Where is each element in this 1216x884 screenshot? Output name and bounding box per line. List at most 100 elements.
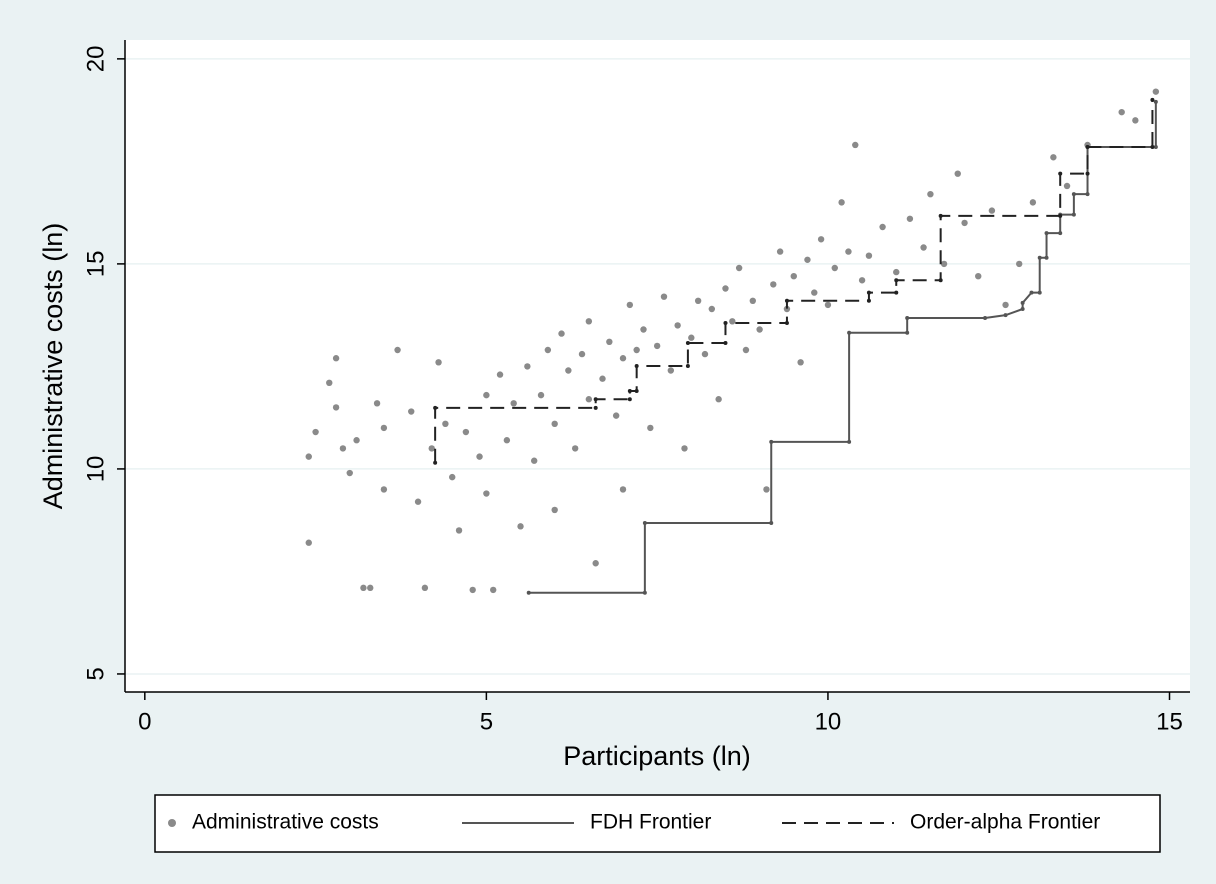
frontier-vertex [938, 213, 943, 218]
frontier-vertex [1058, 213, 1063, 218]
point [619, 486, 627, 493]
point [455, 527, 463, 534]
legend-symbol [168, 819, 176, 827]
point [1132, 117, 1139, 124]
point [763, 486, 770, 493]
point [449, 473, 456, 481]
point [380, 486, 388, 493]
point [469, 586, 476, 594]
point [558, 330, 565, 337]
point [496, 371, 504, 378]
point [592, 560, 599, 567]
point [524, 363, 531, 370]
point [578, 350, 586, 358]
point [647, 424, 654, 432]
frontier-vertex [1058, 231, 1063, 236]
frontier-vertex [634, 364, 639, 368]
point [776, 248, 784, 255]
frontier-vertex [894, 290, 899, 295]
point [975, 272, 982, 280]
point [708, 305, 716, 313]
point [428, 445, 435, 452]
y-axis-title: Administrative costs (ln) [38, 223, 68, 510]
frontier-vertex [593, 405, 598, 410]
x-axis-title: Participants (ln) [563, 741, 751, 771]
point [612, 412, 620, 419]
point [817, 236, 825, 243]
point [599, 375, 606, 382]
point [804, 256, 811, 263]
frontier-vertex [1020, 307, 1025, 312]
point [476, 453, 483, 460]
point [551, 420, 558, 428]
point [483, 391, 490, 399]
point [920, 244, 927, 251]
frontier-vertex [433, 460, 438, 465]
legend-label: Order-alpha Frontier [910, 811, 1100, 834]
point [1152, 88, 1160, 95]
point [961, 219, 968, 227]
frontier-vertex [1071, 212, 1076, 217]
point [339, 445, 347, 452]
point [701, 350, 709, 358]
point [954, 170, 961, 177]
point [667, 367, 675, 374]
point [688, 334, 695, 341]
point [619, 355, 627, 362]
point [674, 322, 681, 329]
point [988, 207, 996, 214]
x-tick-label: 0 [138, 708, 151, 735]
frontier-vertex [1037, 255, 1042, 260]
point [770, 281, 777, 288]
point [756, 326, 763, 333]
frontier-vertex [593, 397, 598, 402]
point [858, 277, 866, 284]
frontier-vertex [847, 439, 852, 444]
point [845, 248, 852, 255]
frontier-vertex [905, 330, 910, 335]
point [551, 506, 558, 514]
point [305, 539, 312, 546]
frontier-vertex [723, 341, 728, 346]
point [626, 301, 634, 309]
point [305, 453, 312, 460]
frontier-vertex [642, 590, 647, 595]
frontier-vertex [1020, 300, 1025, 305]
frontier-vertex [983, 316, 988, 321]
point [606, 338, 613, 346]
point [715, 396, 722, 403]
point [571, 445, 579, 452]
point [797, 359, 804, 366]
point [783, 305, 791, 313]
point [326, 379, 333, 387]
point [640, 326, 647, 333]
frontier-vertex [1150, 145, 1155, 150]
frontier-vertex [1153, 99, 1158, 104]
frontier-vertex [866, 290, 871, 295]
point [729, 318, 736, 325]
point [394, 346, 401, 354]
frontier-vertex [685, 364, 690, 368]
frontier-vertex [784, 320, 789, 325]
frontier-vertex [526, 590, 531, 595]
x-tick-label: 15 [1156, 708, 1183, 735]
frontier-vertex [1044, 231, 1049, 236]
point [483, 490, 490, 497]
point [1050, 154, 1057, 161]
point [462, 428, 470, 436]
frontier-vertex [433, 405, 438, 410]
frontier-vertex [847, 330, 852, 335]
frontier-vertex [1003, 313, 1008, 318]
frontier-vertex [1085, 145, 1090, 150]
point [408, 408, 415, 415]
frontier-vertex [723, 320, 728, 325]
point [790, 272, 797, 280]
point [503, 437, 511, 444]
frontier-vertex [627, 397, 632, 402]
frontier-vertex [769, 439, 774, 444]
point [332, 355, 340, 362]
point [1063, 182, 1071, 190]
point [442, 420, 449, 428]
frontier-vertex [938, 278, 943, 283]
